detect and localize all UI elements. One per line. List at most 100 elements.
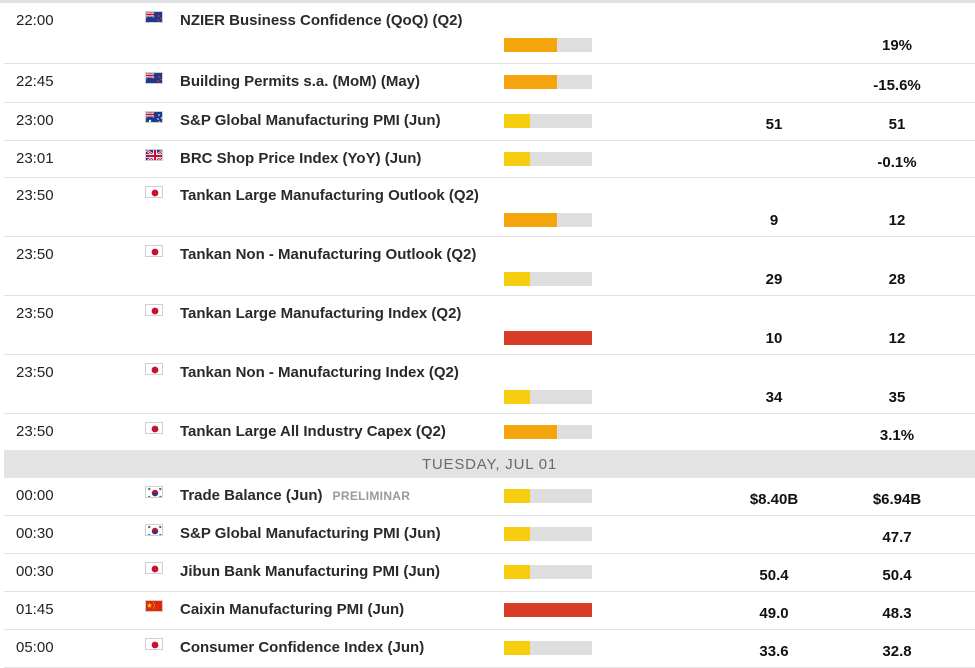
event-time: 23:50 — [16, 364, 54, 381]
event-name[interactable]: S&P Global Manufacturing PMI (Jun) — [180, 112, 441, 129]
event-time: 22:00 — [16, 12, 54, 29]
event-row[interactable]: 01:45 Caixin Manufacturing PMI (Jun) 49.0 4… — [4, 592, 975, 630]
previous-value: $8.40B — [749, 491, 799, 508]
event-row[interactable]: 23:50 Tankan Non - Manufacturing Outlook … — [4, 237, 975, 296]
event-row[interactable]: 23:50 Tankan Large Manufacturing Index (Q… — [4, 296, 975, 355]
event-name[interactable]: Consumer Confidence Index (Jun) — [180, 639, 424, 656]
impact-fill-medium — [504, 213, 557, 227]
event-title[interactable]: Tankan Large Manufacturing Index (Q2) — [180, 305, 462, 322]
impact-meter — [504, 390, 592, 404]
consensus-value: 28 — [888, 271, 906, 288]
event-name[interactable]: Tankan Large Manufacturing Index (Q2) — [180, 305, 461, 322]
event-row[interactable]: 23:50 Tankan Large Manufacturing Outlook … — [4, 178, 975, 237]
consensus-value: 32.8 — [882, 643, 912, 660]
event-title[interactable]: Consumer Confidence Index (Jun) — [180, 639, 425, 656]
event-title[interactable]: NZIER Business Confidence (QoQ) (Q2) — [180, 12, 463, 29]
event-name[interactable]: Trade Balance (Jun) PRELIMINAR — [180, 487, 410, 504]
event-title[interactable]: S&P Global Manufacturing PMI (Jun) — [180, 112, 441, 129]
japan-flag-icon — [145, 562, 163, 574]
event-row[interactable]: 05:00 Consumer Confidence Index (Jun) 33.6… — [4, 630, 975, 668]
previous-value: 10 — [765, 330, 783, 347]
south-korea-flag-icon — [145, 524, 163, 536]
event-row[interactable]: 23:50 Tankan Non - Manufacturing Index (Q… — [4, 355, 975, 414]
event-title[interactable]: Caixin Manufacturing PMI (Jun) — [180, 601, 405, 618]
event-row[interactable]: 00:00 Trade Balance (Jun) PRELIMINAR $8.40B… — [4, 478, 975, 516]
day-header: TUESDAY, JUL 01 — [4, 451, 975, 478]
event-name[interactable]: Building Permits s.a. (MoM) (May) — [180, 73, 420, 90]
event-title[interactable]: Jibun Bank Manufacturing PMI (Jun) — [180, 563, 441, 580]
impact-meter — [504, 38, 592, 52]
event-name[interactable]: Tankan Large Manufacturing Outlook (Q2) — [180, 187, 479, 204]
consensus-value: 19% — [881, 37, 913, 54]
previous-value: 33.6 — [759, 643, 789, 660]
australia-flag-icon — [145, 111, 163, 123]
new-zealand-flag-icon — [145, 11, 163, 23]
impact-fill-low — [504, 272, 531, 286]
event-time: 23:01 — [16, 150, 54, 167]
consensus-value: -15.6% — [873, 77, 921, 94]
previous-value: 34 — [765, 389, 783, 406]
event-title[interactable]: S&P Global Manufacturing PMI (Jun) — [180, 525, 441, 542]
impact-fill-low — [504, 152, 531, 166]
consensus-value: -0.1% — [877, 154, 917, 171]
event-name[interactable]: NZIER Business Confidence (QoQ) (Q2) — [180, 12, 463, 29]
impact-meter — [504, 565, 592, 579]
event-time: 00:30 — [16, 563, 54, 580]
united-kingdom-flag-icon — [145, 149, 163, 161]
impact-fill-low — [504, 489, 531, 503]
event-name[interactable]: BRC Shop Price Index (YoY) (Jun) — [180, 150, 421, 167]
impact-meter — [504, 75, 592, 89]
japan-flag-icon — [145, 245, 163, 257]
event-title[interactable]: Tankan Large Manufacturing Outlook (Q2) — [180, 187, 479, 204]
event-time: 00:00 — [16, 487, 54, 504]
event-name[interactable]: Tankan Non - Manufacturing Outlook (Q2) — [180, 246, 476, 263]
impact-meter — [504, 527, 592, 541]
impact-fill-low — [504, 641, 531, 655]
event-row[interactable]: 23:01 BRC Shop Price Index (YoY) (Jun) -0.… — [4, 141, 975, 178]
event-time: 22:45 — [16, 73, 54, 90]
event-title[interactable]: Tankan Large All Industry Capex (Q2) — [180, 423, 446, 440]
event-name[interactable]: Caixin Manufacturing PMI (Jun) — [180, 601, 404, 618]
event-name[interactable]: S&P Global Manufacturing PMI (Jun) — [180, 525, 441, 542]
event-name[interactable]: Jibun Bank Manufacturing PMI (Jun) — [180, 563, 440, 580]
event-time: 23:50 — [16, 423, 54, 440]
impact-meter — [504, 152, 592, 166]
japan-flag-icon — [145, 638, 163, 650]
event-row[interactable]: 00:30 Jibun Bank Manufacturing PMI (Jun) 5… — [4, 554, 975, 592]
event-title[interactable]: BRC Shop Price Index (YoY) (Jun) — [180, 150, 422, 167]
impact-meter — [504, 331, 592, 345]
event-title[interactable]: Tankan Non - Manufacturing Outlook (Q2) — [180, 246, 477, 263]
japan-flag-icon — [145, 422, 163, 434]
event-row[interactable]: 23:50 Tankan Large All Industry Capex (Q2… — [4, 414, 975, 451]
impact-meter — [504, 641, 592, 655]
event-row[interactable]: 23:00 S&P Global Manufacturing PMI (Jun) 5… — [4, 103, 975, 141]
consensus-value: 48.3 — [882, 605, 912, 622]
japan-flag-icon — [145, 304, 163, 316]
consensus-value: 50.4 — [882, 567, 912, 584]
impact-meter — [504, 603, 592, 617]
event-name[interactable]: Tankan Non - Manufacturing Index (Q2) — [180, 364, 459, 381]
consensus-value: 47.7 — [882, 529, 912, 546]
impact-meter — [504, 213, 592, 227]
event-title[interactable]: Trade Balance (Jun) — [180, 487, 323, 504]
impact-fill-low — [504, 527, 531, 541]
event-title[interactable]: Building Permits s.a. (MoM) (May) — [180, 73, 421, 90]
event-row[interactable]: 22:45 Building Permits s.a. (MoM) (May) -1… — [4, 64, 975, 103]
consensus-value: 3.1% — [879, 427, 915, 444]
impact-fill-medium — [504, 425, 557, 439]
previous-value: 51 — [765, 116, 783, 133]
consensus-value: 51 — [888, 116, 906, 133]
preliminary-tag: PRELIMINAR — [332, 489, 411, 503]
event-time: 05:00 — [16, 639, 54, 656]
event-row[interactable]: 22:00 NZIER Business Confidence (QoQ) (Q2… — [4, 3, 975, 64]
south-korea-flag-icon — [145, 486, 163, 498]
impact-meter — [504, 425, 592, 439]
event-time: 23:50 — [16, 187, 54, 204]
event-time: 01:45 — [16, 601, 54, 618]
event-time: 23:50 — [16, 246, 54, 263]
consensus-value: 12 — [888, 212, 906, 229]
event-title[interactable]: Tankan Non - Manufacturing Index (Q2) — [180, 364, 459, 381]
event-row[interactable]: 00:30 S&P Global Manufacturing PMI (Jun) 4… — [4, 516, 975, 554]
event-name[interactable]: Tankan Large All Industry Capex (Q2) — [180, 423, 446, 440]
